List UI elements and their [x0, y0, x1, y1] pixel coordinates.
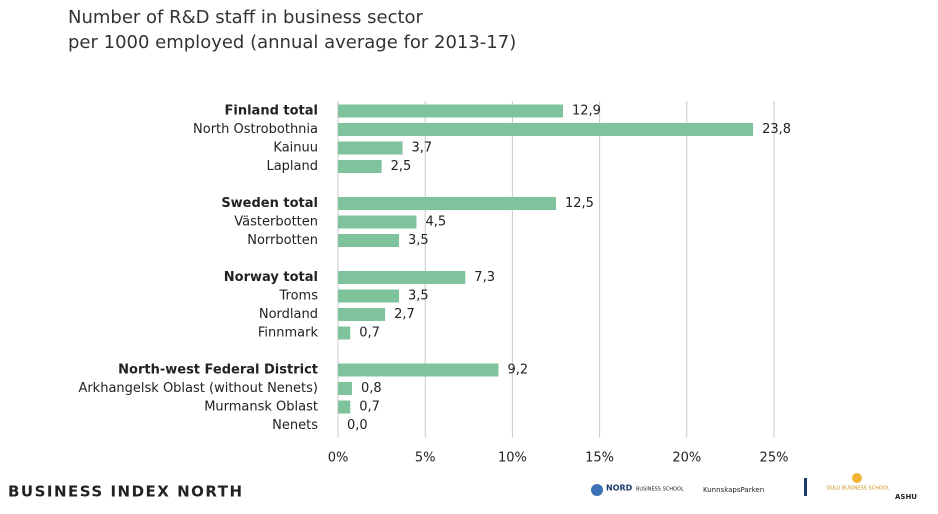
y-tick-label: Nordland — [259, 307, 318, 322]
bar — [338, 234, 400, 247]
logo-text: OULU BUSINESS SCHOOL — [826, 486, 889, 492]
value-label: 2,5 — [391, 159, 412, 174]
value-label: 7,3 — [474, 270, 495, 285]
y-tick-label: Finland total — [225, 104, 319, 119]
bar — [338, 123, 754, 136]
y-tick-label: Murmansk Oblast — [204, 400, 318, 415]
value-label: 0,7 — [359, 326, 380, 341]
bar — [338, 308, 386, 321]
value-label: 2,7 — [394, 307, 415, 322]
bar — [338, 289, 400, 303]
x-tick-label: 0% — [328, 451, 349, 466]
x-tick-label: 20% — [672, 451, 701, 466]
chart-title: Number of R&D staff in business sector — [68, 7, 424, 28]
logo-text: NORD — [606, 484, 633, 493]
bar — [338, 104, 563, 118]
bar — [338, 382, 352, 395]
y-tick-label: North-west Federal District — [118, 363, 318, 378]
y-tick-label: Västerbotten — [234, 215, 318, 230]
logo-icon — [852, 473, 862, 483]
value-label: 3,5 — [408, 289, 429, 304]
y-tick-label: Kainuu — [273, 141, 318, 156]
y-tick-label: Troms — [279, 289, 319, 304]
y-tick-label: North Ostrobothnia — [193, 122, 318, 137]
x-tick-label: 25% — [760, 451, 789, 466]
value-label: 12,9 — [572, 104, 601, 119]
y-tick-label: Sweden total — [221, 196, 318, 211]
bar — [338, 271, 466, 284]
value-label: 0,0 — [347, 418, 368, 433]
bar — [338, 215, 417, 229]
x-tick-label: 15% — [585, 451, 614, 466]
bar — [338, 160, 382, 173]
bar — [338, 326, 351, 340]
value-label: 12,5 — [565, 196, 594, 211]
y-tick-label: Finnmark — [258, 326, 319, 341]
value-label: 0,7 — [359, 400, 380, 415]
bar — [338, 363, 499, 377]
logo-icon — [591, 484, 603, 496]
value-label: 4,5 — [425, 215, 446, 230]
y-tick-label: Arkhangelsk Oblast (without Nenets) — [78, 381, 318, 396]
logo-text: ASHU — [895, 493, 917, 501]
value-label: 9,2 — [507, 363, 528, 378]
value-label: 3,7 — [412, 141, 433, 156]
bar — [338, 141, 403, 155]
logo-icon — [804, 478, 807, 496]
value-label: 0,8 — [361, 381, 382, 396]
y-tick-label: Norrbotten — [247, 233, 318, 248]
x-tick-label: 5% — [415, 451, 436, 466]
bar — [338, 197, 556, 210]
chart-title: per 1000 employed (annual average for 20… — [68, 32, 516, 53]
x-tick-label: 10% — [498, 451, 527, 466]
value-label: 23,8 — [762, 122, 791, 137]
logo-text: BUSINESS SCHOOL — [636, 487, 684, 493]
y-tick-label: Norway total — [224, 270, 318, 285]
y-tick-label: Nenets — [272, 418, 318, 433]
brand: BUSINESS INDEX NORTH — [8, 483, 244, 501]
value-label: 3,5 — [408, 233, 429, 248]
bar — [338, 400, 351, 414]
logo-text: KunnskapsParken — [703, 486, 764, 494]
y-tick-label: Lapland — [266, 159, 318, 174]
